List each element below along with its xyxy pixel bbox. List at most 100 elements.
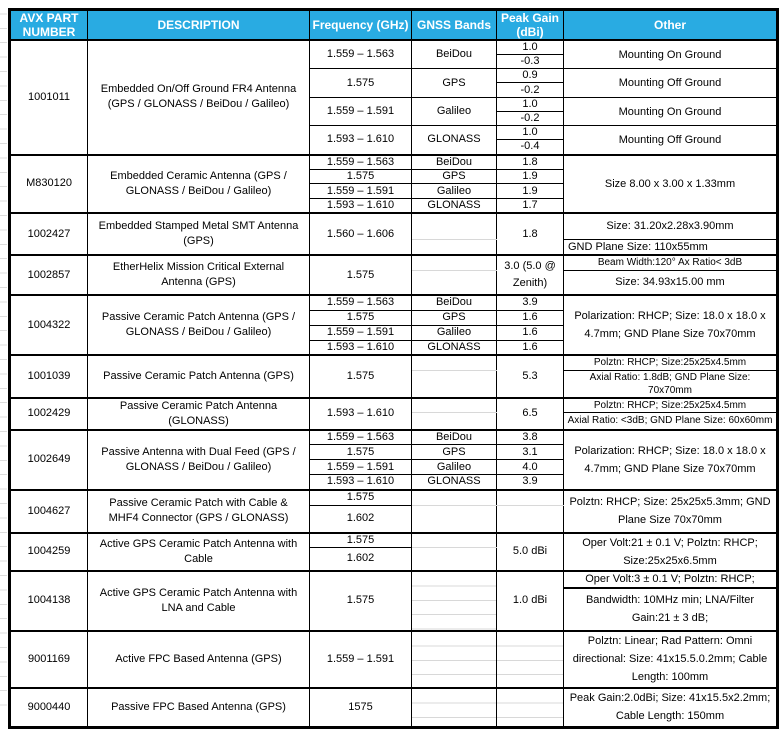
gnss-band-cell-empty: [411, 354, 497, 371]
gnss-band-cell-empty: [411, 369, 497, 398]
description-cell: Embedded Ceramic Antenna (GPS / GLONASS …: [87, 153, 310, 214]
group-1002427: 1002427 Embedded Stamped Metal SMT Anten…: [9, 212, 778, 256]
peak-gain-cell: 4.0: [496, 459, 564, 475]
frequency-cell: 1.575: [309, 254, 412, 296]
peak-gain-cell: 5.3: [496, 354, 564, 398]
gnss-band-cell-empty: [411, 505, 497, 533]
part-number-cell: 1004627: [9, 488, 88, 533]
group-M830120: M830120 Embedded Ceramic Antenna (GPS / …: [9, 153, 778, 214]
gnss-band-cell-empty: [411, 238, 497, 256]
peak-gain-cell: 0.9: [496, 68, 564, 83]
peak-gain-cell: 3.9: [496, 294, 564, 311]
part-number-cell: 1004322: [9, 294, 88, 356]
header-gnss-bands: GNSS Bands: [411, 9, 497, 41]
description-cell: Passive Ceramic Patch with Cable & MHF4 …: [87, 488, 310, 533]
description-cell: Embedded Stamped Metal SMT Antenna (GPS): [87, 212, 310, 256]
frequency-cell: 1.593 – 1.610: [309, 198, 412, 214]
peak-gain-cell: 3.0 (5.0 @ Zenith): [496, 254, 564, 296]
peak-gain-cell: 1.8: [496, 153, 564, 170]
header-other: Other: [563, 9, 778, 41]
part-number-cell: 1001039: [9, 354, 88, 398]
group-1001011: 1001011 Embedded On/Off Ground FR4 Anten…: [9, 39, 778, 155]
frequency-cell: 1.593 – 1.610: [309, 125, 412, 155]
other-cell: Size: 34.93x15.00 mm: [563, 269, 778, 296]
gnss-band-cell-empty: [411, 396, 497, 414]
peak-gain-cell-empty: [496, 505, 564, 533]
frequency-cell: 1.575: [309, 309, 412, 326]
group-1002857: 1002857 EtherHelix Mission Critical Exte…: [9, 254, 778, 296]
other-cell: Peak Gain:2.0dBi; Size: 41x15.5x2.2mm; C…: [563, 686, 778, 728]
part-number-cell: 1002427: [9, 212, 88, 256]
peak-gain-cell: -0.4: [496, 139, 564, 155]
peak-gain-cell: 3.8: [496, 428, 564, 445]
description-cell: Active GPS Ceramic Patch Antenna with Ca…: [87, 531, 310, 571]
header-peak-gain: Peak Gain (dBi): [496, 9, 564, 41]
part-number-cell: 1001011: [9, 39, 88, 155]
other-cell: GND Plane Size: 110x55mm: [563, 238, 778, 256]
gnss-band-cell: Galileo: [411, 324, 497, 341]
frequency-cell: 1.575: [309, 569, 412, 631]
frequency-cell: 1.559 – 1.563: [309, 294, 412, 311]
other-cell: Polztn: RHCP; Size:25x25x4.5mm: [563, 396, 778, 414]
description-cell: Passive Ceramic Patch Antenna (GLONASS): [87, 396, 310, 430]
frequency-cell: 1.602: [309, 547, 412, 571]
group-1004138: 1004138 Active GPS Ceramic Patch Antenna…: [9, 569, 778, 631]
header-part-number: AVX PART NUMBER: [9, 9, 88, 41]
frequency-cell: 1.593 – 1.610: [309, 339, 412, 356]
peak-gain-cell-empty: [496, 686, 564, 728]
table-header: AVX PART NUMBER DESCRIPTION Frequency (G…: [9, 9, 778, 41]
group-1002429: 1002429 Passive Ceramic Patch Antenna (G…: [9, 396, 778, 430]
peak-gain-cell: 1.7: [496, 198, 564, 214]
gnss-band-cell-empty: [411, 686, 497, 728]
peak-gain-cell: 1.0: [496, 125, 564, 140]
antenna-spec-table: AVX PART NUMBER DESCRIPTION Frequency (G…: [8, 8, 779, 729]
frequency-cell: 1.559 – 1.591: [309, 183, 412, 199]
gnss-band-cell: GPS: [411, 169, 497, 184]
description-cell: Passive FPC Based Antenna (GPS): [87, 686, 310, 728]
part-number-cell: 9000440: [9, 686, 88, 728]
peak-gain-cell: -0.3: [496, 54, 564, 69]
other-cell: Polztn: RHCP; Size:25x25x4.5mm: [563, 354, 778, 371]
group-1004322: 1004322 Passive Ceramic Patch Antenna (G…: [9, 294, 778, 356]
other-cell: Polztn: Linear; Rad Pattern: Omni direct…: [563, 629, 778, 688]
frequency-cell: 1.575: [309, 354, 412, 398]
frequency-cell: 1.575: [309, 444, 412, 460]
other-cell: Axial Ratio: <3dB; GND Plane Size: 60x60…: [563, 412, 778, 430]
gnss-band-cell-empty: [411, 531, 497, 549]
other-cell: Bandwidth: 10MHz min; LNA/Filter Gain:21…: [563, 587, 778, 631]
peak-gain-cell: 1.8: [496, 212, 564, 256]
peak-gain-cell: 1.9: [496, 169, 564, 184]
gnss-band-cell-empty: [411, 569, 497, 631]
frequency-cell: 1.575: [309, 68, 412, 98]
group-1001039: 1001039 Passive Ceramic Patch Antenna (G…: [9, 354, 778, 398]
gnss-band-cell-empty: [411, 412, 497, 430]
peak-gain-cell: 6.5: [496, 396, 564, 430]
frequency-cell: 1.593 – 1.610: [309, 474, 412, 490]
peak-gain-cell: 1.0: [496, 97, 564, 112]
gnss-band-cell: BeiDou: [411, 39, 497, 69]
peak-gain-cell: 3.1: [496, 444, 564, 460]
frequency-cell: 1.593 – 1.610: [309, 396, 412, 430]
header-frequency: Frequency (GHz): [309, 9, 412, 41]
peak-gain-cell: 1.6: [496, 324, 564, 341]
description-cell: Active FPC Based Antenna (GPS): [87, 629, 310, 688]
frequency-cell: 1.559 – 1.591: [309, 629, 412, 688]
gnss-band-cell: BeiDou: [411, 428, 497, 445]
gnss-band-cell-empty: [411, 547, 497, 571]
peak-gain-cell: 1.0 dBi: [496, 569, 564, 631]
description-cell: Passive Antenna with Dual Feed (GPS / GL…: [87, 428, 310, 490]
other-cell: Polarization: RHCP; Size: 18.0 x 18.0 x …: [563, 294, 778, 356]
frequency-cell: 1.559 – 1.563: [309, 428, 412, 445]
group-9000440: 9000440 Passive FPC Based Antenna (GPS) …: [9, 686, 778, 728]
other-cell: Mounting On Ground: [563, 39, 778, 69]
part-number-cell: 9001169: [9, 629, 88, 688]
part-number-cell: 1004259: [9, 531, 88, 571]
gnss-band-cell: GLONASS: [411, 339, 497, 356]
part-number-cell: M830120: [9, 153, 88, 214]
other-cell: Oper Volt:21 ± 0.1 V; Polztn: RHCP; Size…: [563, 531, 778, 571]
frequency-cell: 1.559 – 1.563: [309, 153, 412, 170]
description-cell: Passive Ceramic Patch Antenna (GPS): [87, 354, 310, 398]
peak-gain-cell: 1.9: [496, 183, 564, 199]
other-cell: Mounting On Ground: [563, 97, 778, 126]
